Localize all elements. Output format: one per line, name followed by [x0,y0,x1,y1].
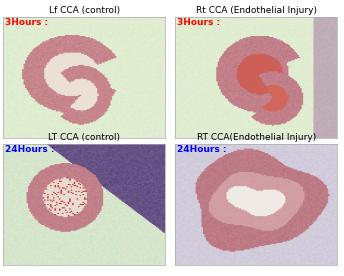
Text: RT CCA(Endothelial Injury): RT CCA(Endothelial Injury) [197,133,316,142]
Text: 3Hours :: 3Hours : [177,18,220,27]
Text: 24Hours :: 24Hours : [5,145,55,154]
Text: 3Hours :: 3Hours : [5,18,48,27]
Text: Rt CCA (Endothelial Injury): Rt CCA (Endothelial Injury) [196,6,317,15]
Text: 24Hours :: 24Hours : [177,145,227,154]
Text: Lf CCA (control): Lf CCA (control) [49,6,120,15]
Text: LT CCA (control): LT CCA (control) [48,133,120,142]
